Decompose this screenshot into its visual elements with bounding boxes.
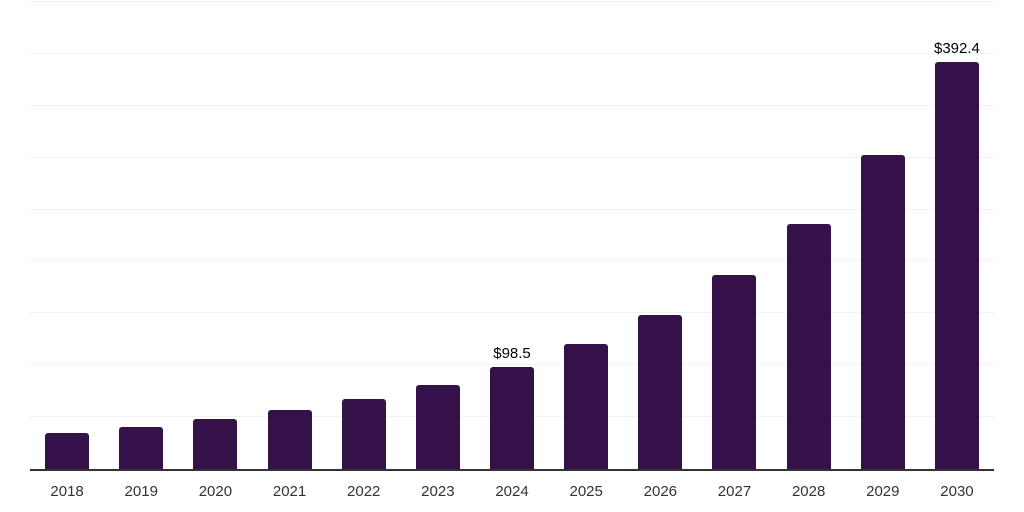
gridline <box>30 52 994 54</box>
bar-2025 <box>564 344 609 469</box>
x-tick-2019: 2019 <box>124 483 158 500</box>
x-tick-2029: 2029 <box>866 483 900 500</box>
bar-slot-2029 <box>846 2 920 469</box>
bar-slot-2021 <box>252 2 326 469</box>
x-tick-2024: 2024 <box>495 483 529 500</box>
plot-area: $98.5 $392.4 <box>30 1 994 471</box>
x-tick-2026: 2026 <box>643 483 678 500</box>
bar-slot-2025 <box>549 2 623 469</box>
gridline <box>30 312 994 314</box>
bar-2028 <box>786 223 831 469</box>
bar-value-label-2030: $392.4 <box>934 39 980 57</box>
bars-container: $98.5 $392.4 <box>30 2 994 469</box>
x-tick-2020: 2020 <box>198 483 233 500</box>
bar-2019 <box>119 426 164 469</box>
bar-slot-2023 <box>401 2 475 469</box>
bar-2022 <box>341 398 386 469</box>
bar-2027 <box>712 275 757 469</box>
x-tick-2018: 2018 <box>50 483 84 500</box>
bar-value-label-2024: $98.5 <box>493 344 531 362</box>
x-tick-2021: 2021 <box>272 483 307 500</box>
gridline <box>30 260 994 262</box>
bar-slot-2026 <box>623 2 697 469</box>
bar-slot-2019 <box>104 2 178 469</box>
bar-slot-2030: $392.4 <box>920 2 994 469</box>
bar-2021 <box>267 410 312 469</box>
x-tick-2022: 2022 <box>347 483 381 500</box>
gridline <box>30 1 994 2</box>
x-tick-2025: 2025 <box>569 483 603 500</box>
bar-slot-2027 <box>697 2 771 469</box>
bar-slot-2018 <box>30 2 104 469</box>
bar-slot-2024: $98.5 <box>475 2 549 469</box>
x-tick-2028: 2028 <box>791 483 826 500</box>
bar-2026 <box>638 315 683 469</box>
bar-2023 <box>415 385 460 469</box>
x-tick-2030: 2030 <box>940 483 974 500</box>
bar-2030 <box>934 61 979 469</box>
bar-2018 <box>45 433 90 469</box>
x-tick-2027: 2027 <box>717 483 752 500</box>
bar-2024 <box>490 366 535 469</box>
gridline <box>30 208 994 210</box>
gridline <box>30 156 994 158</box>
x-tick-2023: 2023 <box>421 483 455 500</box>
x-axis-tick-labels: 2018 2019 2020 2021 2022 2023 2024 2025 2026 2027… <box>30 482 994 502</box>
bar-slot-2028 <box>772 2 846 469</box>
bar-slot-2020 <box>178 2 252 469</box>
bar-slot-2022 <box>327 2 401 469</box>
bar-2029 <box>860 154 905 469</box>
bar-2020 <box>193 419 238 469</box>
gridline <box>30 364 994 366</box>
gridline <box>30 104 994 106</box>
